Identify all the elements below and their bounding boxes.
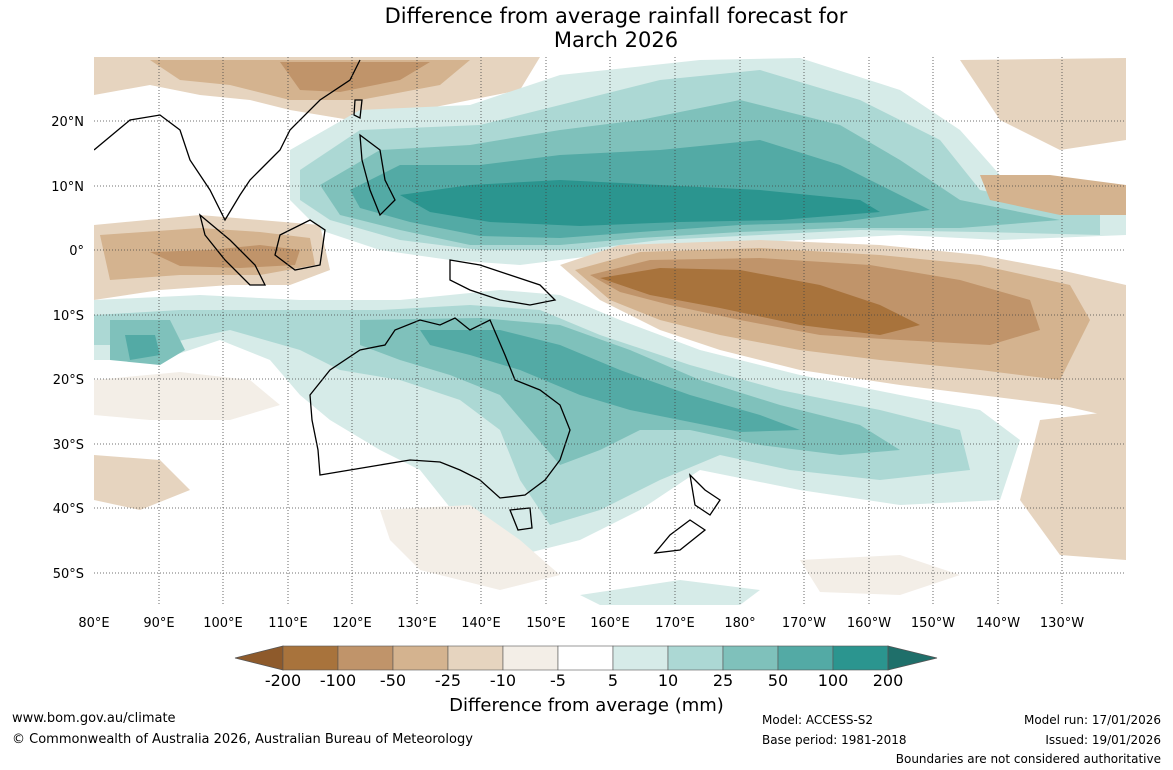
asia-mainland-coastline bbox=[94, 59, 361, 222]
new-guinea-coastline bbox=[449, 259, 557, 306]
new-zealand-north-coastline bbox=[689, 473, 721, 516]
lat-label: 40°S bbox=[53, 502, 84, 517]
lat-label: 30°S bbox=[53, 438, 84, 453]
anomaly-region bbox=[94, 455, 190, 510]
lat-label: 50°S bbox=[53, 567, 84, 582]
anomaly-region bbox=[400, 180, 880, 226]
colorbar-segment bbox=[557, 645, 614, 671]
colorbar-segment bbox=[282, 645, 339, 671]
colorbar-tick-label: 25 bbox=[713, 671, 733, 690]
colorbar-tick-label: 100 bbox=[818, 671, 849, 690]
anomaly-region bbox=[960, 58, 1126, 150]
lon-label: 110°E bbox=[268, 616, 308, 631]
lon-label: 80°E bbox=[78, 616, 109, 631]
lon-labels: 80°E 90°E 100°E 110°E 120°E 130°E 140°E … bbox=[78, 616, 1084, 631]
anomaly-region bbox=[94, 372, 280, 420]
footer-model: Model: ACCESS-S2 bbox=[762, 713, 874, 727]
footer-model-run: Model run: 17/01/2026 bbox=[1023, 713, 1161, 727]
title-line-1: Difference from average rainfall forecas… bbox=[384, 4, 848, 28]
lon-label: 150°W bbox=[911, 616, 955, 631]
anomaly-region bbox=[800, 555, 960, 595]
anomaly-region bbox=[1020, 410, 1126, 560]
tasmania-coastline bbox=[509, 507, 533, 531]
footer-copyright: © Commonwealth of Australia 2026, Austra… bbox=[12, 732, 473, 747]
lat-label: 20°N bbox=[51, 115, 84, 130]
new-zealand-south-coastline bbox=[653, 519, 707, 554]
anomaly-region bbox=[380, 505, 560, 590]
lat-label: 10°S bbox=[53, 309, 84, 324]
map-field bbox=[94, 57, 1126, 605]
anomaly-region bbox=[280, 62, 430, 92]
anomaly-region bbox=[110, 318, 900, 465]
footer-url[interactable]: www.bom.gov.au/climate bbox=[12, 711, 176, 726]
colorbar-title: Difference from average (mm) bbox=[449, 695, 724, 716]
lat-label: 0° bbox=[69, 244, 84, 259]
colorbar: -200 -100 -50 -25 -10 -5 5 10 25 50 100 200 bbox=[234, 645, 938, 690]
colorbar-tick-label: 200 bbox=[873, 671, 904, 690]
lat-label: 10°N bbox=[51, 180, 84, 195]
colorbar-segment bbox=[612, 645, 669, 671]
colorbar-segment bbox=[502, 645, 559, 671]
anomaly-region bbox=[150, 245, 300, 268]
colorbar-tick-label: -10 bbox=[490, 671, 516, 690]
footer-issued: Issued: 19/01/2026 bbox=[1045, 733, 1161, 747]
gridlines bbox=[94, 57, 1126, 605]
colorbar-tick-label: -50 bbox=[380, 671, 406, 690]
footer-base-period: Base period: 1981-2018 bbox=[762, 733, 907, 747]
colorbar-arrow-high bbox=[887, 645, 938, 671]
philippines-coastline bbox=[359, 133, 396, 217]
anomaly-region bbox=[580, 580, 760, 605]
colorbar-tick-label: 5 bbox=[608, 671, 618, 690]
colorbar-segment bbox=[337, 645, 394, 671]
colorbar-segment bbox=[447, 645, 504, 671]
lon-label: 170°E bbox=[655, 616, 695, 631]
lon-label: 180° bbox=[724, 616, 755, 631]
lon-label: 130°W bbox=[1040, 616, 1084, 631]
coastlines bbox=[94, 59, 721, 554]
colorbar-tick-label: 10 bbox=[658, 671, 678, 690]
sumatra-coastline bbox=[198, 213, 267, 286]
borneo-coastline bbox=[274, 219, 326, 271]
lon-label: 160°W bbox=[847, 616, 891, 631]
taiwan-coastline bbox=[353, 99, 363, 119]
colorbar-tick-label: -200 bbox=[265, 671, 301, 690]
colorbar-tick-label: 50 bbox=[768, 671, 788, 690]
lat-label: 20°S bbox=[53, 373, 84, 388]
colorbar-arrow-low bbox=[234, 645, 284, 671]
colorbar-segment bbox=[832, 645, 889, 671]
colorbar-segment bbox=[722, 645, 779, 671]
chart-title: Difference from average rainfall forecas… bbox=[0, 4, 1173, 52]
lon-label: 140°E bbox=[461, 616, 501, 631]
lon-label: 140°W bbox=[976, 616, 1020, 631]
lat-labels: 20°N 10°N 0° 10°S 20°S 30°S 40°S 50°S bbox=[51, 115, 84, 582]
lon-label: 90°E bbox=[143, 616, 174, 631]
colorbar-tick-label: -25 bbox=[435, 671, 461, 690]
colorbar-tick-label: -5 bbox=[550, 671, 566, 690]
colorbar-tick-label: -100 bbox=[320, 671, 356, 690]
colorbar-segment bbox=[667, 645, 724, 671]
lon-label: 170°W bbox=[782, 616, 826, 631]
anomaly-region bbox=[600, 268, 920, 335]
lon-label: 150°E bbox=[526, 616, 566, 631]
footer-disclaimer: Boundaries are not considered authoritat… bbox=[895, 752, 1161, 766]
lon-label: 100°E bbox=[203, 616, 243, 631]
lon-label: 130°E bbox=[397, 616, 437, 631]
anomaly-region bbox=[980, 175, 1126, 215]
anomaly-region bbox=[125, 330, 800, 432]
lon-label: 160°E bbox=[590, 616, 630, 631]
colorbar-segment bbox=[777, 645, 834, 671]
colorbar-segment bbox=[392, 645, 449, 671]
australia-coastline bbox=[309, 317, 571, 499]
title-line-2: March 2026 bbox=[553, 28, 679, 52]
lon-label: 120°E bbox=[332, 616, 372, 631]
